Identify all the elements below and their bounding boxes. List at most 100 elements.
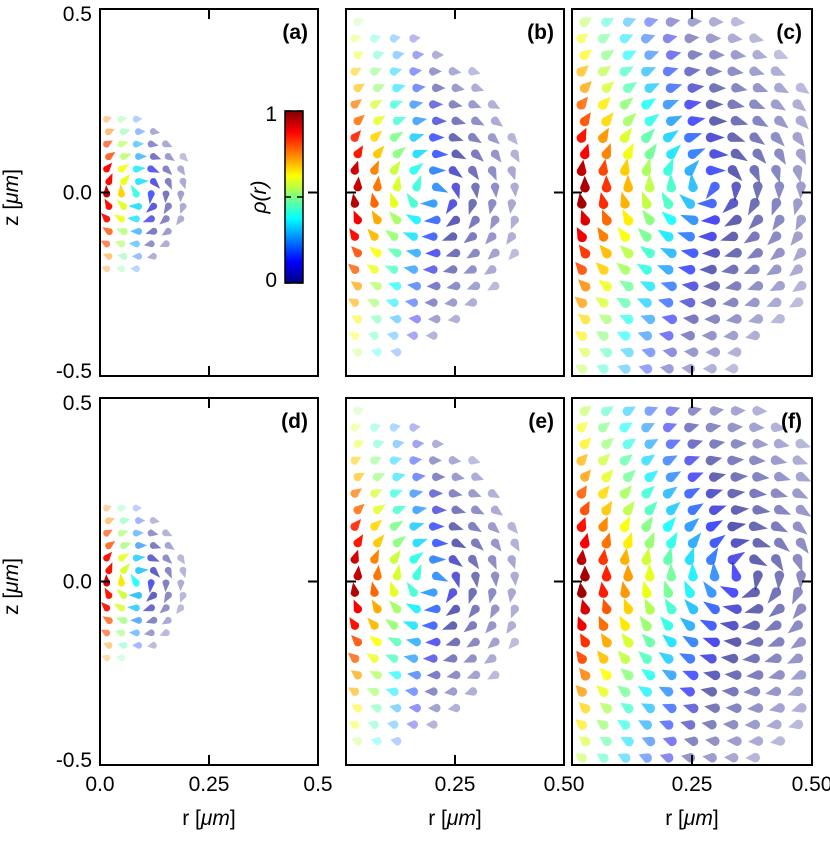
vector-marker <box>575 364 588 374</box>
vector-marker <box>507 133 518 145</box>
colorbar: 1 0 ρ(r) <box>248 103 304 292</box>
vector-marker <box>705 488 724 499</box>
vector-marker <box>814 488 829 500</box>
vector-marker <box>507 555 516 570</box>
vector-marker <box>448 456 462 465</box>
vector-marker <box>662 634 677 648</box>
vector-marker <box>350 488 362 498</box>
vector-marker <box>103 574 111 587</box>
vector-marker <box>815 587 825 605</box>
vector-marker <box>577 582 587 598</box>
vector-marker <box>727 488 746 499</box>
vector-marker <box>705 422 722 433</box>
vector-marker <box>350 99 362 109</box>
vector-marker <box>662 422 678 433</box>
vector-marker <box>390 736 402 746</box>
vector-marker <box>596 753 609 763</box>
vector-marker <box>818 182 828 199</box>
x-axis-label: r [μm] <box>182 807 236 830</box>
vector-marker <box>768 603 785 618</box>
vector-marker <box>147 529 159 537</box>
vector-marker <box>147 579 155 594</box>
vector-marker <box>366 298 380 308</box>
vector-marker <box>600 406 614 417</box>
vector-marker <box>116 588 128 599</box>
vector-marker <box>580 175 590 193</box>
vector-marker <box>484 265 497 275</box>
vector-marker <box>641 633 656 648</box>
vector-marker <box>770 131 785 147</box>
vector-marker <box>774 181 785 200</box>
vector-marker <box>816 248 828 262</box>
vector-marker <box>791 703 807 713</box>
vector-marker <box>752 439 769 449</box>
vector-marker <box>795 148 806 165</box>
vector-marker <box>665 17 681 27</box>
vector-marker <box>702 363 717 374</box>
vector-marker <box>350 160 359 175</box>
vector-marker <box>730 50 747 60</box>
vector-marker <box>601 209 612 226</box>
vector-marker <box>428 555 447 564</box>
vector-marker <box>749 422 765 433</box>
vector-marker <box>119 517 131 525</box>
vector-marker <box>176 604 185 614</box>
vector-marker <box>662 66 679 77</box>
vector-marker <box>104 128 115 136</box>
vector-marker <box>753 570 763 591</box>
vector-marker <box>468 587 477 604</box>
vector-marker <box>372 534 385 548</box>
vector-marker <box>404 687 419 696</box>
vector-marker <box>622 112 637 127</box>
vector-marker <box>637 686 652 697</box>
vector-marker <box>681 281 699 291</box>
vector-marker <box>684 580 695 598</box>
vector-marker <box>644 501 658 516</box>
vector-marker <box>424 687 438 696</box>
vector-marker <box>620 158 630 176</box>
vector-marker <box>471 472 484 481</box>
vector-marker <box>451 182 460 200</box>
vector-marker <box>701 248 721 258</box>
vector-marker <box>767 587 782 604</box>
vector-marker <box>701 719 717 730</box>
vector-marker <box>601 81 615 93</box>
vector-marker <box>147 165 160 173</box>
vector-marker <box>510 149 520 163</box>
vector-marker <box>641 516 653 532</box>
vector-marker <box>787 620 803 634</box>
vector-marker <box>579 49 593 61</box>
vector-marker <box>636 263 652 275</box>
vector-marker <box>730 148 748 162</box>
vector-marker <box>441 232 458 241</box>
vector-marker <box>696 198 717 209</box>
vector-marker <box>409 133 425 142</box>
vector-marker <box>773 438 790 449</box>
vector-marker <box>412 83 426 93</box>
vector-marker <box>661 211 677 226</box>
vector-marker <box>506 621 517 634</box>
vector-marker <box>597 650 609 664</box>
vector-marker <box>598 279 612 292</box>
vector-marker <box>405 248 422 258</box>
vector-marker <box>727 347 742 357</box>
vector-marker <box>373 175 382 192</box>
vector-marker <box>116 617 128 625</box>
vector-marker <box>425 248 441 258</box>
vector-marker <box>579 112 591 127</box>
vector-marker <box>770 488 788 498</box>
vector-marker <box>662 130 679 143</box>
vector-marker <box>117 252 128 260</box>
vector-marker <box>103 253 113 260</box>
vector-marker <box>164 177 172 190</box>
vector-marker <box>463 621 478 633</box>
vector-marker <box>389 600 402 614</box>
vector-marker <box>132 641 143 649</box>
vector-marker <box>149 128 161 135</box>
y-axis-label-suffix: ] <box>0 169 23 175</box>
vector-marker <box>389 520 404 531</box>
vector-marker <box>127 215 140 223</box>
vector-marker <box>620 737 634 747</box>
vector-marker <box>662 736 677 747</box>
vector-marker <box>402 621 419 630</box>
